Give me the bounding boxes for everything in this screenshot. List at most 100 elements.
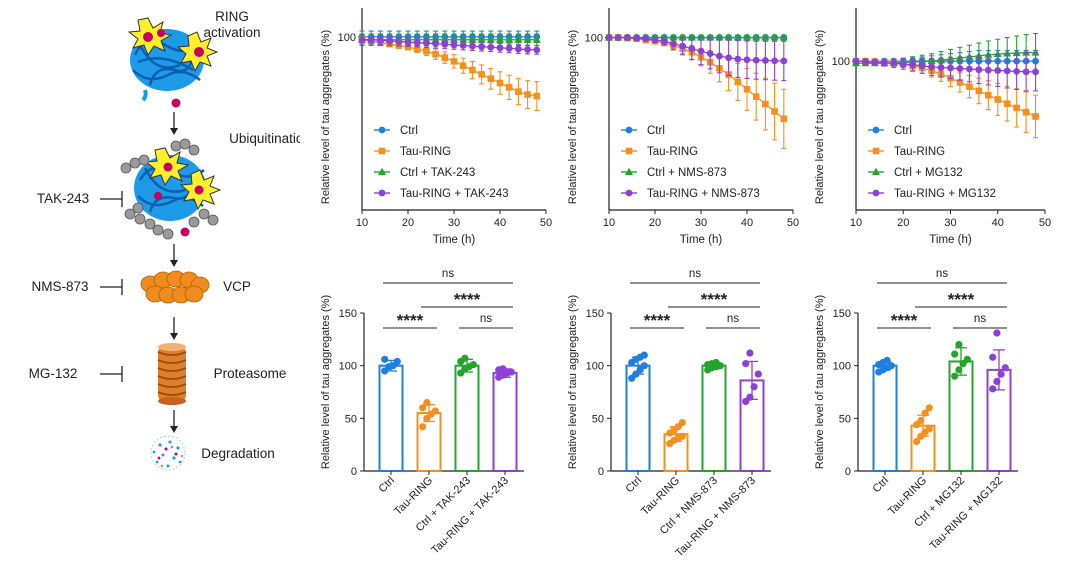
legend-marker xyxy=(872,147,880,155)
data-point xyxy=(640,351,648,359)
axes: 10 20 30 40 50 100 Time (h) Relative level of t… xyxy=(814,8,1051,246)
significance-stars: **** xyxy=(644,311,671,330)
legend-entry: Ctrl + NMS-873 xyxy=(647,167,727,179)
data-point xyxy=(423,398,431,407)
y-axis-label: Relative level of tau aggregates (%) xyxy=(320,30,332,204)
data-point xyxy=(496,44,504,52)
data-point xyxy=(750,383,758,391)
data-point xyxy=(533,92,541,100)
mg132-label: MG-132 xyxy=(29,366,78,381)
axes: 0 50 100 150 Relative level of tau aggregate… xyxy=(567,295,771,478)
y-tick-label: 100 xyxy=(833,361,851,373)
data-point xyxy=(419,423,427,431)
data-point xyxy=(487,43,495,51)
x-tick-label: 30 xyxy=(448,217,460,229)
arrow-4-head xyxy=(170,426,178,433)
y-tick-label: 100 xyxy=(339,361,357,373)
data-point xyxy=(1013,104,1020,112)
data-point xyxy=(496,79,504,87)
data-point xyxy=(614,34,622,41)
inhibitor-nms873-icon xyxy=(100,279,123,295)
data-point xyxy=(386,37,393,45)
data-point xyxy=(862,58,869,65)
x-axis-label: Time (h) xyxy=(680,234,723,246)
ring-activation-burst-icon xyxy=(127,17,219,108)
data-point xyxy=(746,393,754,401)
data-point xyxy=(746,349,754,357)
y-axis-label: Relative level of tau aggregates (%) xyxy=(814,295,826,469)
significance-stars: **** xyxy=(454,290,481,309)
data-point xyxy=(450,58,458,65)
data-point xyxy=(734,78,742,86)
bar-chart-mg132: 0 50 100 150 Relative level of tau aggregate… xyxy=(814,268,1018,552)
legend-marker xyxy=(625,126,633,134)
legend-marker xyxy=(378,189,386,197)
data-point xyxy=(505,84,513,91)
significance-stars: **** xyxy=(948,290,975,309)
legend-marker xyxy=(872,189,880,197)
significance-stars: **** xyxy=(397,311,424,330)
data-point xyxy=(975,87,983,95)
tak243-label: TAK-243 xyxy=(37,191,89,206)
data-point xyxy=(956,79,964,86)
data-point xyxy=(985,91,992,99)
data-point xyxy=(1022,68,1030,76)
data-point xyxy=(966,83,973,90)
data-point xyxy=(432,40,439,48)
x-tick-label: Ctrl xyxy=(377,475,398,496)
data-point xyxy=(951,350,959,358)
data-point xyxy=(678,432,686,440)
bar-group-tau-ring: Tau-RING xyxy=(886,404,936,518)
data-point xyxy=(752,93,760,100)
data-point xyxy=(642,35,650,43)
x-tick-label: 30 xyxy=(695,217,707,229)
data-point xyxy=(423,39,430,47)
data-point xyxy=(1032,113,1039,120)
data-point xyxy=(989,385,997,393)
data-point xyxy=(771,108,778,115)
y-axis-label: Relative level of tau aggregates (%) xyxy=(567,295,579,469)
legend-entry: Ctrl + TAK-243 xyxy=(400,167,475,179)
legend-entry: Tau-RING xyxy=(647,146,698,158)
data-point xyxy=(640,362,648,370)
data-point xyxy=(899,60,907,68)
significance-ns: ns xyxy=(936,268,948,280)
data-point xyxy=(917,416,925,425)
legend-entry: Ctrl xyxy=(894,125,912,137)
inhibitor-tak243-icon xyxy=(100,191,123,207)
data-point xyxy=(752,33,761,41)
data-point xyxy=(1003,100,1011,107)
legend: Ctrl Tau-RING Ctrl + MG132 Tau-RING + MG132 xyxy=(868,125,996,200)
data-point xyxy=(393,357,401,366)
x-tick-label: 20 xyxy=(897,217,909,229)
data-point xyxy=(993,49,1002,58)
bar xyxy=(625,364,651,472)
data-point xyxy=(887,362,895,370)
proteasome-icon xyxy=(157,343,187,405)
legend-entry: Tau-RING xyxy=(400,146,451,158)
data-point xyxy=(706,50,714,57)
bar xyxy=(454,364,480,472)
data-point xyxy=(441,40,449,48)
vcp-icon xyxy=(140,270,210,304)
data-point xyxy=(724,33,733,41)
x-axis-label: Time (h) xyxy=(929,234,972,246)
data-point xyxy=(762,57,769,64)
line-chart-mg132: 10 20 30 40 50 100 Time (h) Relative level of t… xyxy=(814,8,1051,246)
y-tick-label: 0 xyxy=(845,466,851,478)
data-point xyxy=(423,47,430,55)
data-point xyxy=(459,42,467,49)
data-point xyxy=(669,33,678,41)
data-point xyxy=(478,43,485,51)
data-point xyxy=(358,36,366,44)
data-point xyxy=(469,66,476,74)
significance-ns: ns xyxy=(480,313,492,325)
y-tick-label: 100 xyxy=(832,56,850,68)
data-point xyxy=(688,45,696,53)
x-tick-label: Ctrl xyxy=(624,475,645,496)
degradation-label: Degradation xyxy=(201,446,275,461)
data-point xyxy=(743,85,751,93)
data-point xyxy=(743,56,751,64)
data-point xyxy=(687,33,696,41)
data-point xyxy=(761,33,770,41)
